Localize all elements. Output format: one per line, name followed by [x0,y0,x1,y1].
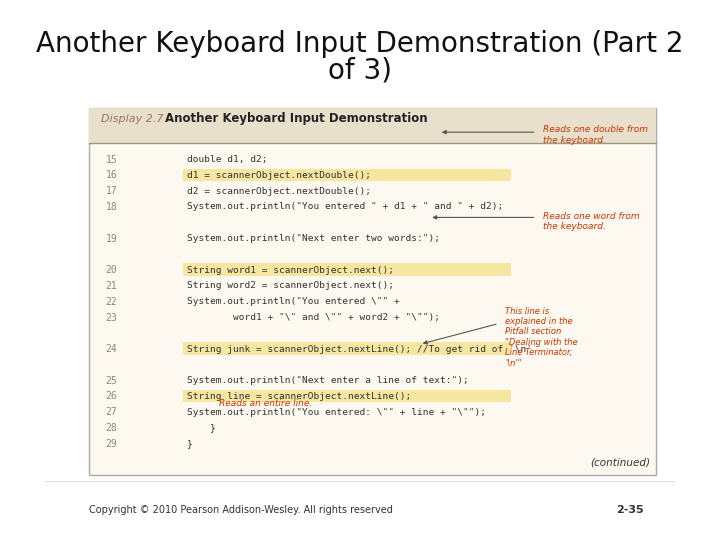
Text: of 3): of 3) [328,57,392,85]
Text: 26: 26 [106,392,117,401]
Text: String line = scannerObject.nextLine();: String line = scannerObject.nextLine(); [186,392,411,401]
FancyBboxPatch shape [184,264,511,276]
Text: System.out.println("You entered " + d1 + " and " + d2);: System.out.println("You entered " + d1 +… [186,202,503,212]
FancyArrowPatch shape [433,216,534,219]
FancyBboxPatch shape [184,168,511,181]
Text: (continued): (continued) [590,457,650,467]
Text: System.out.println("You entered \"" +: System.out.println("You entered \"" + [186,297,400,306]
Text: 16: 16 [106,170,117,180]
Text: System.out.println("Next enter two words:");: System.out.println("Next enter two words… [186,234,440,243]
FancyBboxPatch shape [89,108,657,143]
Text: Reads an entire line.: Reads an entire line. [219,399,312,408]
Text: 24: 24 [106,344,117,354]
FancyArrowPatch shape [424,324,496,344]
Text: d1 = scannerObject.nextDouble();: d1 = scannerObject.nextDouble(); [186,171,371,180]
Text: Reads one word from
the keyboard.: Reads one word from the keyboard. [543,212,639,232]
Text: 27: 27 [106,407,117,417]
Text: 29: 29 [106,439,117,449]
Text: 19: 19 [106,233,117,244]
Text: Copyright © 2010 Pearson Addison-Wesley. All rights reserved: Copyright © 2010 Pearson Addison-Wesley.… [89,505,393,515]
Text: Another Keyboard Input Demonstration: Another Keyboard Input Demonstration [165,112,427,125]
Text: 17: 17 [106,186,117,196]
Text: System.out.println("Next enter a line of text:");: System.out.println("Next enter a line of… [186,376,469,385]
Text: word1 + "\" and \"" + word2 + "\"");: word1 + "\" and \"" + word2 + "\""); [186,313,440,322]
Text: 28: 28 [106,423,117,433]
Text: String word1 = scannerObject.next();: String word1 = scannerObject.next(); [186,266,394,275]
Text: 25: 25 [106,376,117,386]
FancyBboxPatch shape [89,108,657,475]
Text: System.out.println("You entered: \"" + line + "\"");: System.out.println("You entered: \"" + l… [186,408,485,417]
Text: }: } [186,423,215,433]
FancyArrowPatch shape [443,131,534,134]
Text: Reads one double from
the keyboard.: Reads one double from the keyboard. [543,125,648,145]
FancyBboxPatch shape [184,342,511,355]
Text: 21: 21 [106,281,117,291]
Text: String junk = scannerObject.nextLine(); //To get rid of '\n': String junk = scannerObject.nextLine(); … [186,345,531,354]
Text: double d1, d2;: double d1, d2; [186,155,267,164]
Text: Display 2.7: Display 2.7 [102,114,164,124]
Text: 18: 18 [106,202,117,212]
Text: 15: 15 [106,154,117,165]
Text: 22: 22 [106,296,117,307]
Text: }: } [186,440,192,448]
Text: String word2 = scannerObject.next();: String word2 = scannerObject.next(); [186,281,394,291]
Text: This line is
explained in the
Pitfall section
"Dealing with the
Line Terminator,: This line is explained in the Pitfall se… [505,307,577,368]
Text: d2 = scannerObject.nextDouble();: d2 = scannerObject.nextDouble(); [186,187,371,195]
Text: 23: 23 [106,313,117,322]
Text: 2-35: 2-35 [616,505,644,515]
FancyBboxPatch shape [184,390,511,402]
Text: Another Keyboard Input Demonstration (Part 2: Another Keyboard Input Demonstration (Pa… [36,30,684,58]
Text: 20: 20 [106,265,117,275]
